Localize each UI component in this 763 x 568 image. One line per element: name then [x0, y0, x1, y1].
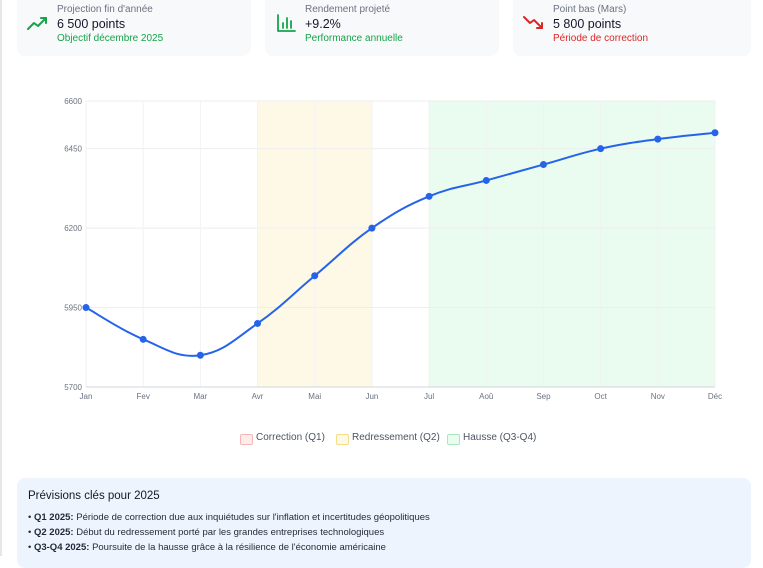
x-tick-label: Jun: [365, 392, 378, 401]
card-label: Projection fin d'année: [57, 4, 153, 15]
data-point[interactable]: [539, 161, 547, 169]
card-year-end-projection: Projection fin d'année 6 500 points Obje…: [17, 0, 251, 56]
trending-up-icon: [27, 17, 47, 30]
data-point[interactable]: [482, 176, 490, 184]
key-forecast-item: • Q1 2025: Période de correction due aux…: [28, 512, 430, 523]
data-point[interactable]: [711, 129, 719, 137]
key-forecast-item: • Q3-Q4 2025: Poursuite de la hausse grâ…: [28, 542, 386, 553]
card-note: Performance annuelle: [305, 33, 403, 44]
card-low-point: Point bas (Mars) 5 800 points Période de…: [513, 0, 751, 56]
card-label: Rendement projeté: [305, 4, 391, 15]
key-forecast-period: Q2 2025:: [33, 527, 74, 538]
legend-label: Hausse (Q3-Q4): [463, 432, 537, 443]
x-tick-label: Jul: [424, 392, 434, 401]
y-tick-label: 6600: [64, 97, 82, 106]
x-tick-label: Jan: [80, 392, 93, 401]
x-tick-label: Avr: [252, 392, 264, 401]
x-tick-label: Déc: [708, 392, 722, 401]
data-point[interactable]: [82, 304, 90, 312]
key-forecasts-panel: Prévisions clés pour 2025 • Q1 2025: Pér…: [17, 478, 751, 568]
region-band: [429, 101, 715, 387]
card-projected-return: Rendement projeté +9.2% Performance annu…: [265, 0, 499, 56]
key-forecast-period: Q1 2025:: [33, 512, 74, 523]
legend-swatch-correction: [240, 434, 253, 445]
y-tick-label: 5950: [64, 304, 82, 313]
legend-label: Correction (Q1): [256, 432, 325, 443]
chart-series: [82, 129, 719, 359]
data-point[interactable]: [311, 272, 319, 280]
y-tick-label: 6200: [64, 224, 82, 233]
left-border: [0, 0, 2, 556]
x-tick-label: Mar: [193, 392, 207, 401]
key-forecast-text: Début du redressement porté par les gran…: [76, 527, 385, 538]
data-point[interactable]: [196, 351, 204, 359]
bar-chart-icon: [277, 14, 296, 32]
card-note: Objectif décembre 2025: [57, 33, 164, 44]
chart-legend: Correction (Q1) Redressement (Q2) Hausse…: [0, 432, 763, 446]
data-point[interactable]: [254, 319, 262, 327]
chart-axes: 5700 5950 6200 6450 6600 Jan Fev Mar Avr Mai Jun Ju…: [64, 97, 722, 401]
data-point[interactable]: [654, 135, 662, 143]
key-forecasts-title: Prévisions clés pour 2025: [28, 490, 160, 502]
card-value: 5 800 points: [553, 17, 622, 31]
forecast-line-chart: 5700 5950 6200 6450 6600 Jan Fev Mar Avr Mai Jun Ju…: [64, 97, 722, 401]
data-point[interactable]: [368, 224, 376, 232]
y-tick-label: 6450: [64, 145, 82, 154]
trending-down-icon: [523, 16, 543, 29]
data-point[interactable]: [597, 145, 605, 153]
legend-label: Redressement (Q2): [352, 432, 440, 443]
card-value: 6 500 points: [57, 17, 126, 31]
key-forecast-period: Q3-Q4 2025:: [33, 542, 90, 553]
data-point[interactable]: [139, 335, 147, 343]
key-forecast-text: Poursuite de la hausse grâce à la résili…: [92, 542, 386, 553]
card-value: +9.2%: [305, 17, 341, 31]
data-point[interactable]: [425, 192, 433, 200]
legend-swatch-redressement: [336, 434, 349, 445]
x-tick-label: Mai: [308, 392, 321, 401]
y-tick-label: 5700: [64, 383, 82, 392]
legend-swatch-hausse: [447, 434, 460, 445]
card-label: Point bas (Mars): [553, 4, 627, 15]
key-forecast-text: Période de correction due aux inquiétude…: [76, 512, 430, 523]
key-forecast-item: • Q2 2025: Début du redressement porté p…: [28, 527, 385, 538]
x-tick-label: Nov: [651, 392, 665, 401]
card-note: Période de correction: [553, 33, 649, 44]
summary-cards: Projection fin d'année 6 500 points Obje…: [17, 0, 751, 56]
x-tick-label: Fev: [137, 392, 150, 401]
x-tick-label: Aoû: [479, 392, 493, 401]
x-tick-label: Sep: [536, 392, 551, 401]
x-tick-label: Oct: [594, 392, 607, 401]
